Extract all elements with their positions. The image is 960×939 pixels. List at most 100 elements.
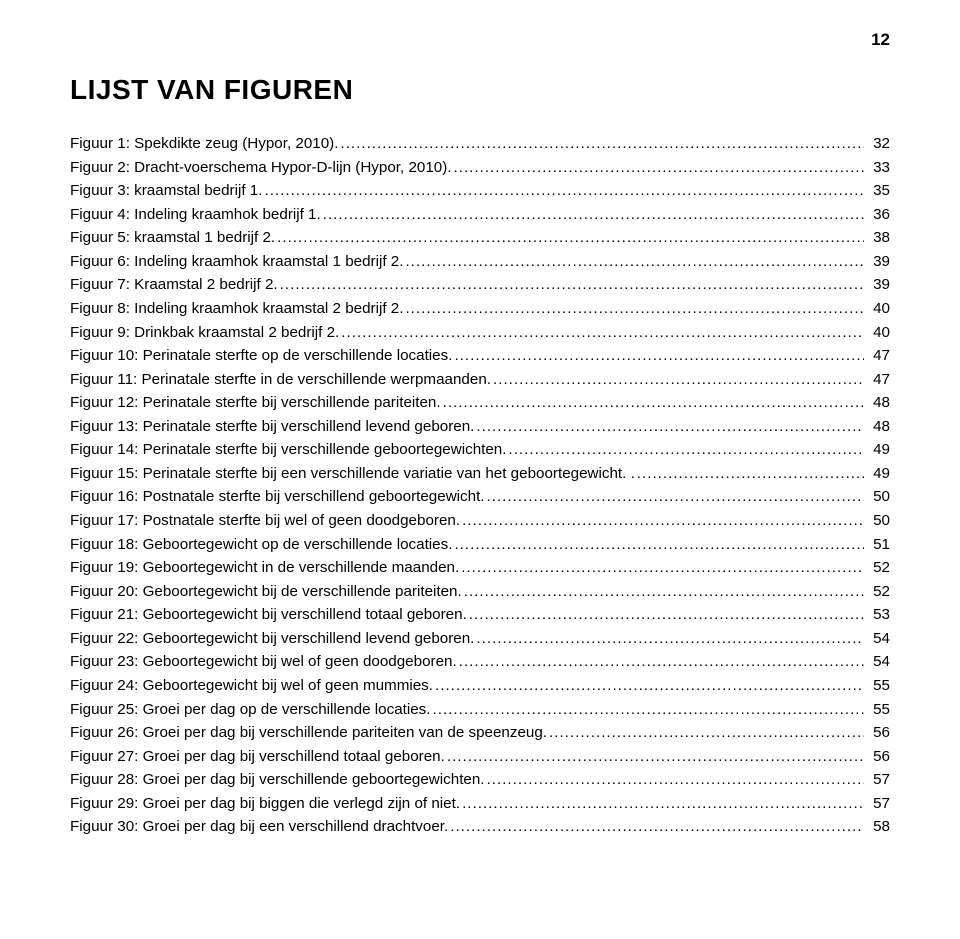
toc-entry-page: 39 bbox=[866, 250, 890, 274]
toc-entry-page: 32 bbox=[866, 132, 890, 156]
toc-entry-page: 57 bbox=[866, 792, 890, 816]
page-title: LIJST VAN FIGUREN bbox=[70, 74, 890, 106]
toc-row: Figuur 1: Spekdikte zeug (Hypor, 2010). … bbox=[70, 132, 890, 156]
toc-entry-label: Figuur 17: Postnatale sterfte bij wel of… bbox=[70, 509, 460, 533]
toc-row: Figuur 16: Postnatale sterfte bij versch… bbox=[70, 485, 890, 509]
page-number: 12 bbox=[70, 30, 890, 50]
toc-leader-dots bbox=[454, 533, 864, 557]
toc-entry-label: Figuur 1: Spekdikte zeug (Hypor, 2010). bbox=[70, 132, 338, 156]
toc-entry-label: Figuur 19: Geboortegewicht in de verschi… bbox=[70, 556, 459, 580]
toc-entry-label: Figuur 2: Dracht-voerschema Hypor-D-lijn… bbox=[70, 156, 452, 180]
toc-entry-page: 47 bbox=[866, 368, 890, 392]
toc-row: Figuur 7: Kraamstal 2 bedrijf 2. 39 bbox=[70, 273, 890, 297]
toc-row: Figuur 19: Geboortegewicht in de verschi… bbox=[70, 556, 890, 580]
toc-entry-page: 48 bbox=[866, 415, 890, 439]
toc-row: Figuur 20: Geboortegewicht bij de versch… bbox=[70, 580, 890, 604]
toc-row: Figuur 2: Dracht-voerschema Hypor-D-lijn… bbox=[70, 156, 890, 180]
toc-leader-dots bbox=[341, 321, 864, 345]
toc-row: Figuur 26: Groei per dag bij verschillen… bbox=[70, 721, 890, 745]
toc-leader-dots bbox=[340, 132, 864, 156]
toc-entry-label: Figuur 16: Postnatale sterfte bij versch… bbox=[70, 485, 485, 509]
toc-leader-dots bbox=[280, 273, 864, 297]
toc-leader-dots bbox=[469, 603, 864, 627]
toc-entry-label: Figuur 20: Geboortegewicht bij de versch… bbox=[70, 580, 462, 604]
toc-entry-page: 52 bbox=[866, 580, 890, 604]
toc-entry-label: Figuur 11: Perinatale sterfte in de vers… bbox=[70, 368, 491, 392]
toc-entry-label: Figuur 26: Groei per dag bij verschillen… bbox=[70, 721, 547, 745]
toc-row: Figuur 15: Perinatale sterfte bij een ve… bbox=[70, 462, 890, 486]
toc-entry-page: 56 bbox=[866, 721, 890, 745]
toc-leader-dots bbox=[462, 509, 864, 533]
toc-entry-label: Figuur 18: Geboortegewicht op de verschi… bbox=[70, 533, 452, 557]
toc-entry-page: 51 bbox=[866, 533, 890, 557]
toc-leader-dots bbox=[435, 674, 864, 698]
toc-row: Figuur 3: kraamstal bedrijf 1. 35 bbox=[70, 179, 890, 203]
toc-entry-label: Figuur 7: Kraamstal 2 bedrijf 2. bbox=[70, 273, 278, 297]
toc-row: Figuur 6: Indeling kraamhok kraamstal 1 … bbox=[70, 250, 890, 274]
toc-entry-label: Figuur 22: Geboortegewicht bij verschill… bbox=[70, 627, 474, 651]
toc-entry-page: 49 bbox=[866, 462, 890, 486]
toc-entry-label: Figuur 3: kraamstal bedrijf 1. bbox=[70, 179, 262, 203]
toc-entry-page: 38 bbox=[866, 226, 890, 250]
toc-entry-page: 58 bbox=[866, 815, 890, 839]
toc-entry-label: Figuur 30: Groei per dag bij een verschi… bbox=[70, 815, 448, 839]
toc-leader-dots bbox=[487, 768, 864, 792]
toc-leader-dots bbox=[549, 721, 864, 745]
list-of-figures: Figuur 1: Spekdikte zeug (Hypor, 2010). … bbox=[70, 132, 890, 839]
toc-entry-label: Figuur 6: Indeling kraamhok kraamstal 1 … bbox=[70, 250, 403, 274]
toc-leader-dots bbox=[508, 438, 864, 462]
toc-leader-dots bbox=[461, 556, 864, 580]
toc-entry-page: 48 bbox=[866, 391, 890, 415]
toc-entry-page: 40 bbox=[866, 321, 890, 345]
toc-leader-dots bbox=[323, 203, 864, 227]
toc-row: Figuur 24: Geboortegewicht bij wel of ge… bbox=[70, 674, 890, 698]
toc-entry-page: 55 bbox=[866, 674, 890, 698]
toc-entry-page: 36 bbox=[866, 203, 890, 227]
toc-leader-dots bbox=[405, 297, 864, 321]
toc-entry-label: Figuur 15: Perinatale sterfte bij een ve… bbox=[70, 462, 635, 486]
toc-leader-dots bbox=[493, 368, 864, 392]
toc-entry-page: 55 bbox=[866, 698, 890, 722]
toc-row: Figuur 29: Groei per dag bij biggen die … bbox=[70, 792, 890, 816]
toc-entry-page: 50 bbox=[866, 485, 890, 509]
toc-entry-page: 52 bbox=[866, 556, 890, 580]
toc-entry-label: Figuur 4: Indeling kraamhok bedrijf 1. bbox=[70, 203, 321, 227]
toc-entry-page: 54 bbox=[866, 627, 890, 651]
toc-leader-dots bbox=[487, 485, 864, 509]
toc-leader-dots bbox=[637, 462, 864, 486]
toc-row: Figuur 28: Groei per dag bij verschillen… bbox=[70, 768, 890, 792]
toc-leader-dots bbox=[433, 698, 865, 722]
toc-leader-dots bbox=[462, 792, 864, 816]
toc-leader-dots bbox=[476, 627, 864, 651]
toc-entry-label: Figuur 27: Groei per dag bij verschillen… bbox=[70, 745, 445, 769]
toc-row: Figuur 11: Perinatale sterfte in de vers… bbox=[70, 368, 890, 392]
toc-entry-page: 33 bbox=[866, 156, 890, 180]
toc-row: Figuur 4: Indeling kraamhok bedrijf 1. 3… bbox=[70, 203, 890, 227]
toc-row: Figuur 30: Groei per dag bij een verschi… bbox=[70, 815, 890, 839]
toc-leader-dots bbox=[454, 344, 864, 368]
toc-entry-page: 49 bbox=[866, 438, 890, 462]
toc-leader-dots bbox=[405, 250, 864, 274]
toc-entry-page: 47 bbox=[866, 344, 890, 368]
toc-entry-label: Figuur 9: Drinkbak kraamstal 2 bedrijf 2… bbox=[70, 321, 339, 345]
toc-row: Figuur 27: Groei per dag bij verschillen… bbox=[70, 745, 890, 769]
toc-entry-label: Figuur 5: kraamstal 1 bedrijf 2. bbox=[70, 226, 275, 250]
toc-entry-label: Figuur 23: Geboortegewicht bij wel of ge… bbox=[70, 650, 457, 674]
page: 12 LIJST VAN FIGUREN Figuur 1: Spekdikte… bbox=[0, 0, 960, 879]
toc-leader-dots bbox=[464, 580, 864, 604]
toc-leader-dots bbox=[264, 179, 864, 203]
toc-entry-label: Figuur 10: Perinatale sterfte op de vers… bbox=[70, 344, 452, 368]
toc-row: Figuur 9: Drinkbak kraamstal 2 bedrijf 2… bbox=[70, 321, 890, 345]
toc-leader-dots bbox=[476, 415, 864, 439]
toc-row: Figuur 25: Groei per dag op de verschill… bbox=[70, 698, 890, 722]
toc-leader-dots bbox=[447, 745, 864, 769]
toc-entry-page: 54 bbox=[866, 650, 890, 674]
toc-leader-dots bbox=[443, 391, 864, 415]
toc-row: Figuur 13: Perinatale sterfte bij versch… bbox=[70, 415, 890, 439]
toc-leader-dots bbox=[454, 156, 864, 180]
toc-row: Figuur 23: Geboortegewicht bij wel of ge… bbox=[70, 650, 890, 674]
toc-row: Figuur 22: Geboortegewicht bij verschill… bbox=[70, 627, 890, 651]
toc-row: Figuur 10: Perinatale sterfte op de vers… bbox=[70, 344, 890, 368]
toc-entry-label: Figuur 28: Groei per dag bij verschillen… bbox=[70, 768, 485, 792]
toc-entry-page: 40 bbox=[866, 297, 890, 321]
